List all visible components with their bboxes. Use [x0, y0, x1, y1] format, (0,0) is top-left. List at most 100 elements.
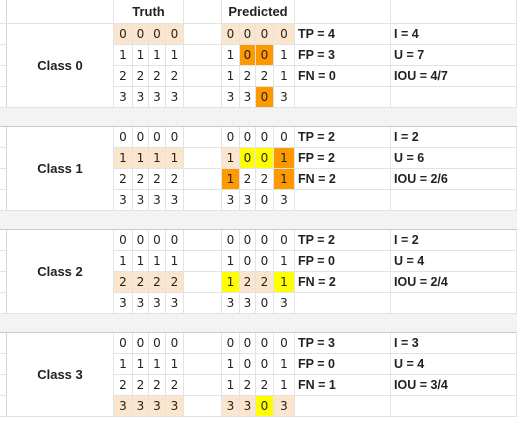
predicted-cell[interactable]: 1 [274, 251, 295, 272]
grid-cell[interactable] [184, 190, 222, 211]
truth-cell[interactable]: 1 [133, 354, 149, 375]
predicted-cell[interactable]: 3 [222, 87, 240, 108]
predicted-cell[interactable]: 3 [222, 396, 240, 417]
predicted-cell[interactable]: 1 [222, 66, 240, 87]
stat-cell[interactable]: TP = 3 [295, 333, 391, 354]
truth-cell[interactable]: 0 [133, 24, 149, 45]
truth-cell[interactable]: 0 [149, 230, 166, 251]
truth-cell[interactable]: 1 [149, 148, 166, 169]
predicted-cell[interactable]: 2 [240, 66, 256, 87]
grid-cell[interactable] [184, 375, 222, 396]
stat-cell[interactable]: TP = 2 [295, 127, 391, 148]
row-header[interactable] [0, 375, 7, 396]
predicted-cell[interactable]: 2 [256, 375, 274, 396]
predicted-cell[interactable]: 0 [240, 45, 256, 66]
predicted-cell[interactable]: 3 [274, 293, 295, 314]
truth-cell[interactable]: 2 [114, 169, 133, 190]
stat-cell[interactable] [295, 190, 391, 211]
grid-cell[interactable] [295, 0, 391, 24]
truth-cell[interactable]: 1 [149, 354, 166, 375]
predicted-cell[interactable]: 0 [256, 24, 274, 45]
truth-cell[interactable]: 2 [133, 375, 149, 396]
truth-cell[interactable]: 0 [114, 230, 133, 251]
predicted-cell[interactable]: 0 [240, 148, 256, 169]
predicted-cell[interactable]: 2 [240, 272, 256, 293]
truth-cell[interactable]: 3 [114, 190, 133, 211]
predicted-cell[interactable]: 3 [222, 190, 240, 211]
truth-cell[interactable]: 0 [114, 24, 133, 45]
grid-cell[interactable] [7, 0, 114, 24]
row-header[interactable] [0, 293, 7, 314]
truth-cell[interactable]: 1 [166, 354, 184, 375]
truth-cell[interactable]: 3 [166, 87, 184, 108]
truth-cell[interactable]: 3 [114, 87, 133, 108]
grid-cell[interactable] [184, 24, 222, 45]
metric-cell[interactable]: IOU = 4/7 [391, 66, 517, 87]
truth-cell[interactable]: 2 [133, 272, 149, 293]
predicted-cell[interactable]: 0 [274, 230, 295, 251]
predicted-cell[interactable]: 1 [222, 251, 240, 272]
metric-cell[interactable]: I = 2 [391, 127, 517, 148]
truth-cell[interactable]: 0 [114, 127, 133, 148]
truth-cell[interactable]: 1 [166, 45, 184, 66]
predicted-cell[interactable]: 0 [256, 45, 274, 66]
truth-cell[interactable]: 0 [133, 333, 149, 354]
truth-cell[interactable]: 0 [166, 24, 184, 45]
predicted-cell[interactable]: 1 [222, 45, 240, 66]
predicted-cell[interactable]: 0 [256, 230, 274, 251]
row-header[interactable] [0, 272, 7, 293]
metric-cell[interactable]: IOU = 3/4 [391, 375, 517, 396]
truth-cell[interactable]: 0 [149, 127, 166, 148]
grid-cell[interactable] [184, 251, 222, 272]
predicted-cell[interactable]: 0 [274, 24, 295, 45]
stat-cell[interactable]: FN = 1 [295, 375, 391, 396]
grid-cell[interactable] [184, 169, 222, 190]
stat-cell[interactable] [295, 396, 391, 417]
grid-cell[interactable] [391, 0, 517, 24]
predicted-cell[interactable]: 0 [240, 24, 256, 45]
truth-cell[interactable]: 1 [133, 148, 149, 169]
predicted-cell[interactable]: 3 [222, 293, 240, 314]
truth-cell[interactable]: 3 [149, 87, 166, 108]
predicted-cell[interactable]: 0 [256, 396, 274, 417]
truth-cell[interactable]: 1 [149, 251, 166, 272]
predicted-cell[interactable]: 0 [240, 127, 256, 148]
row-header[interactable] [0, 396, 7, 417]
metric-cell[interactable] [391, 396, 517, 417]
predicted-cell[interactable]: 3 [240, 293, 256, 314]
grid-cell[interactable] [184, 354, 222, 375]
grid-cell[interactable] [184, 396, 222, 417]
predicted-cell[interactable]: 3 [240, 190, 256, 211]
truth-cell[interactable]: 2 [166, 272, 184, 293]
truth-cell[interactable]: 0 [149, 24, 166, 45]
predicted-cell[interactable]: 1 [274, 66, 295, 87]
stat-cell[interactable]: FP = 2 [295, 148, 391, 169]
predicted-cell[interactable]: 0 [256, 127, 274, 148]
predicted-cell[interactable]: 3 [274, 190, 295, 211]
predicted-cell[interactable]: 0 [274, 333, 295, 354]
truth-cell[interactable]: 2 [166, 66, 184, 87]
predicted-cell[interactable]: 1 [274, 354, 295, 375]
row-header[interactable] [0, 333, 7, 354]
truth-cell[interactable]: 3 [133, 396, 149, 417]
truth-cell[interactable]: 3 [166, 396, 184, 417]
row-header[interactable] [0, 251, 7, 272]
predicted-cell[interactable]: 0 [222, 333, 240, 354]
grid-cell[interactable] [184, 272, 222, 293]
predicted-cell[interactable]: 2 [240, 375, 256, 396]
metric-cell[interactable]: I = 2 [391, 230, 517, 251]
truth-cell[interactable]: 3 [149, 293, 166, 314]
metric-cell[interactable]: I = 4 [391, 24, 517, 45]
truth-cell[interactable]: 3 [133, 87, 149, 108]
row-header[interactable] [0, 87, 7, 108]
predicted-cell[interactable]: 0 [222, 230, 240, 251]
metric-cell[interactable] [391, 87, 517, 108]
predicted-cell[interactable]: 3 [240, 396, 256, 417]
predicted-cell[interactable]: 3 [240, 87, 256, 108]
row-header[interactable] [0, 354, 7, 375]
truth-cell[interactable]: 1 [114, 251, 133, 272]
metric-cell[interactable]: U = 6 [391, 148, 517, 169]
row-header[interactable] [0, 190, 7, 211]
grid-cell[interactable] [184, 148, 222, 169]
truth-cell[interactable]: 2 [149, 272, 166, 293]
